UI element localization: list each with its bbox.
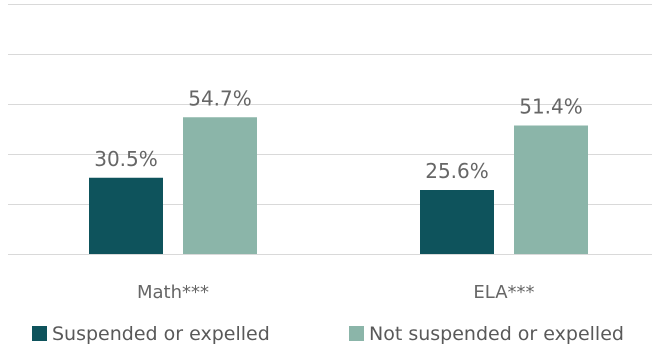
legend-label: Suspended or expelled [52, 323, 270, 345]
bars [89, 117, 588, 254]
bar-not-suspended-math [183, 117, 257, 254]
legend-swatch [32, 326, 47, 341]
legend-label: Not suspended or expelled [369, 323, 624, 345]
bar-suspended-math [89, 177, 163, 254]
data-label: 25.6% [425, 159, 489, 183]
data-label: 51.4% [519, 95, 583, 119]
bar-suspended-ela [420, 190, 494, 254]
legend: Suspended or expelled Not suspended or ex… [32, 323, 624, 345]
bar-not-suspended-ela [514, 125, 588, 254]
data-label: 30.5% [94, 147, 158, 171]
category-label: Math*** [137, 282, 209, 303]
legend-swatch [349, 326, 364, 341]
data-label: 54.7% [188, 86, 252, 110]
category-tick-labels: Math*** ELA*** [137, 282, 535, 303]
category-label: ELA*** [473, 282, 534, 303]
value-labels: 30.5% 54.7% 25.6% 51.4% [94, 86, 583, 183]
